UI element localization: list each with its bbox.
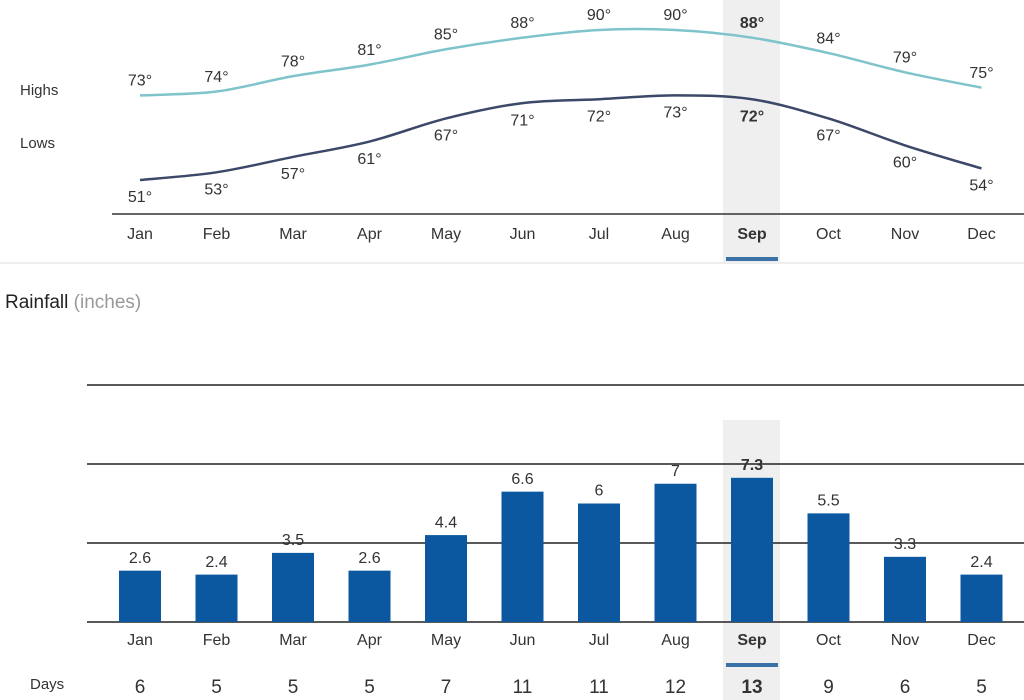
value-label: 4.4	[435, 514, 457, 531]
value-label: 73°	[663, 105, 687, 122]
value-label: 7	[671, 463, 680, 480]
subtitle: (inches)	[74, 292, 142, 313]
value-label: 84°	[816, 30, 840, 47]
x-tick-label: Nov	[891, 226, 919, 243]
selected-column	[723, 0, 780, 262]
x-tick-label: May	[431, 226, 461, 243]
series-line	[139, 27, 982, 97]
value-label: 5.5	[817, 493, 839, 510]
value-label: 54°	[969, 178, 993, 195]
x-tick-label: Nov	[891, 632, 919, 649]
bar	[578, 503, 620, 622]
value-label: 90°	[587, 7, 611, 24]
value-label: 71°	[510, 112, 534, 129]
value-label: 67°	[434, 128, 458, 145]
bar	[960, 574, 1003, 622]
days-value: 11	[589, 677, 609, 698]
x-tick-label: Sep	[737, 632, 767, 649]
value-label: 79°	[893, 50, 917, 67]
value-label: 67°	[816, 128, 840, 145]
x-tick-label: Apr	[357, 632, 383, 649]
x-tick-label: Oct	[816, 632, 841, 649]
days-value: 11	[513, 677, 533, 698]
x-tick-label: Mar	[279, 632, 307, 649]
bar	[807, 513, 850, 622]
value-label: 72°	[740, 108, 764, 125]
title: Rainfall	[5, 292, 68, 313]
chart-title: Rainfall (inches)	[5, 292, 141, 313]
bar	[425, 535, 467, 622]
x-tick-label: Sep	[737, 226, 767, 243]
value-label: 61°	[357, 151, 381, 168]
x-tick-label: Feb	[203, 226, 231, 243]
value-label: 6	[595, 483, 604, 500]
value-label: 72°	[587, 108, 611, 125]
legend-label: Lows	[20, 135, 55, 152]
bar	[884, 556, 926, 622]
x-tick-label: Jan	[127, 226, 153, 243]
days-value: 13	[741, 677, 762, 698]
x-tick-label: Jul	[589, 632, 609, 649]
value-label: 75°	[969, 65, 993, 82]
series-line	[139, 94, 982, 182]
x-tick-label: Dec	[967, 226, 995, 243]
days-value: 6	[900, 677, 911, 698]
days-value: 12	[665, 677, 686, 698]
bar	[348, 570, 391, 622]
value-label: 78°	[281, 53, 305, 70]
value-label: 88°	[740, 15, 764, 32]
value-label: 2.4	[970, 554, 992, 571]
value-label: 81°	[357, 42, 381, 59]
bar	[195, 574, 238, 622]
x-tick-label: Aug	[661, 226, 689, 243]
days-value: 5	[976, 677, 987, 698]
days-value: 6	[135, 677, 146, 698]
bar	[272, 552, 314, 622]
x-tick-label: Feb	[203, 632, 231, 649]
value-label: 60°	[893, 155, 917, 172]
x-tick-label: Dec	[967, 632, 995, 649]
value-label: 2.6	[358, 550, 380, 567]
bar	[654, 483, 697, 622]
days-value: 9	[823, 677, 834, 698]
value-label: 3.3	[894, 536, 916, 553]
x-tick-label: Oct	[816, 226, 841, 243]
value-label: 73°	[128, 73, 152, 90]
value-label: 53°	[204, 182, 228, 199]
value-label: 85°	[434, 26, 458, 43]
value-label: 51°	[128, 189, 152, 206]
days-value: 5	[364, 677, 375, 698]
value-label: 3.5	[282, 532, 304, 549]
days-label: Days	[30, 676, 64, 693]
x-tick-label: Jan	[127, 632, 153, 649]
value-label: 88°	[510, 15, 534, 32]
x-tick-label: Aug	[661, 632, 689, 649]
value-label: 57°	[281, 166, 305, 183]
selected-underline	[726, 257, 778, 261]
days-value: 7	[441, 677, 452, 698]
value-label: 90°	[663, 7, 687, 24]
x-tick-label: Mar	[279, 226, 307, 243]
value-label: 2.4	[205, 554, 227, 571]
days-value: 5	[288, 677, 299, 698]
x-tick-label: Jun	[510, 632, 536, 649]
days-value: 5	[211, 677, 222, 698]
bar	[731, 477, 773, 622]
x-tick-label: Jul	[589, 226, 609, 243]
bar	[119, 570, 161, 622]
x-tick-label: Apr	[357, 226, 383, 243]
x-tick-label: May	[431, 632, 461, 649]
x-tick-label: Jun	[510, 226, 536, 243]
bar	[501, 491, 544, 622]
value-label: 74°	[204, 69, 228, 86]
legend-label: Highs	[20, 82, 58, 99]
value-label: 7.3	[741, 457, 763, 474]
value-label: 2.6	[129, 550, 151, 567]
selected-underline	[726, 663, 778, 667]
value-label: 6.6	[511, 471, 533, 488]
